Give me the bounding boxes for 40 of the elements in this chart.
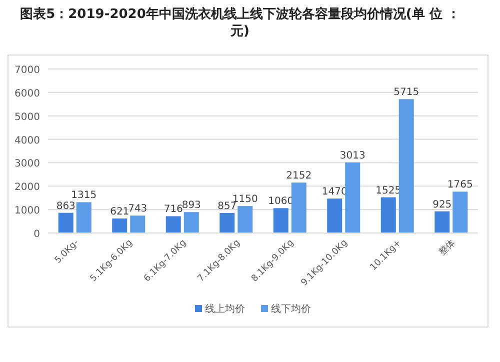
legend-label: 线上均价 [205, 303, 245, 315]
y-tick-label: 6000 [14, 88, 40, 100]
y-tick-label: 3000 [14, 158, 40, 170]
data-label: 621 [110, 206, 130, 218]
bar [130, 216, 146, 233]
data-label: 893 [182, 200, 201, 212]
data-label: 3013 [340, 150, 366, 162]
bar [380, 197, 396, 233]
bar [238, 206, 253, 233]
data-label: 1315 [71, 190, 97, 202]
y-tick-label: 7000 [14, 65, 40, 76]
x-tick-label: 整体 [436, 237, 458, 258]
bar [398, 99, 414, 233]
y-tick-label: 5000 [14, 112, 40, 123]
data-label: 925 [432, 199, 452, 210]
y-tick-label: 2000 [14, 182, 40, 194]
bar [327, 198, 342, 233]
data-label: 857 [218, 200, 237, 212]
bar [112, 218, 128, 233]
bar [58, 212, 74, 233]
bar [291, 182, 306, 233]
bar [220, 212, 235, 233]
bar [76, 202, 92, 233]
data-label: 2152 [286, 170, 312, 182]
bar [345, 162, 360, 233]
data-label: 863 [56, 200, 76, 212]
bar [452, 192, 468, 233]
bar [166, 216, 181, 233]
data-label: 5715 [394, 87, 420, 98]
y-tick-label: 0 [34, 229, 40, 240]
bar [184, 212, 199, 233]
data-label: 743 [128, 204, 148, 215]
chart-title: 图表5：2019-2020年中国洗衣机线上线下波轮各容量段均价情况(单 位 ：元) [20, 6, 460, 40]
legend-label: 线下均价 [271, 303, 311, 315]
bar [434, 211, 450, 233]
y-tick-label: 4000 [14, 135, 40, 146]
y-tick-label: 1000 [14, 206, 40, 217]
bar [273, 208, 288, 233]
data-label: 1765 [447, 180, 473, 191]
data-label: 716 [164, 204, 183, 216]
